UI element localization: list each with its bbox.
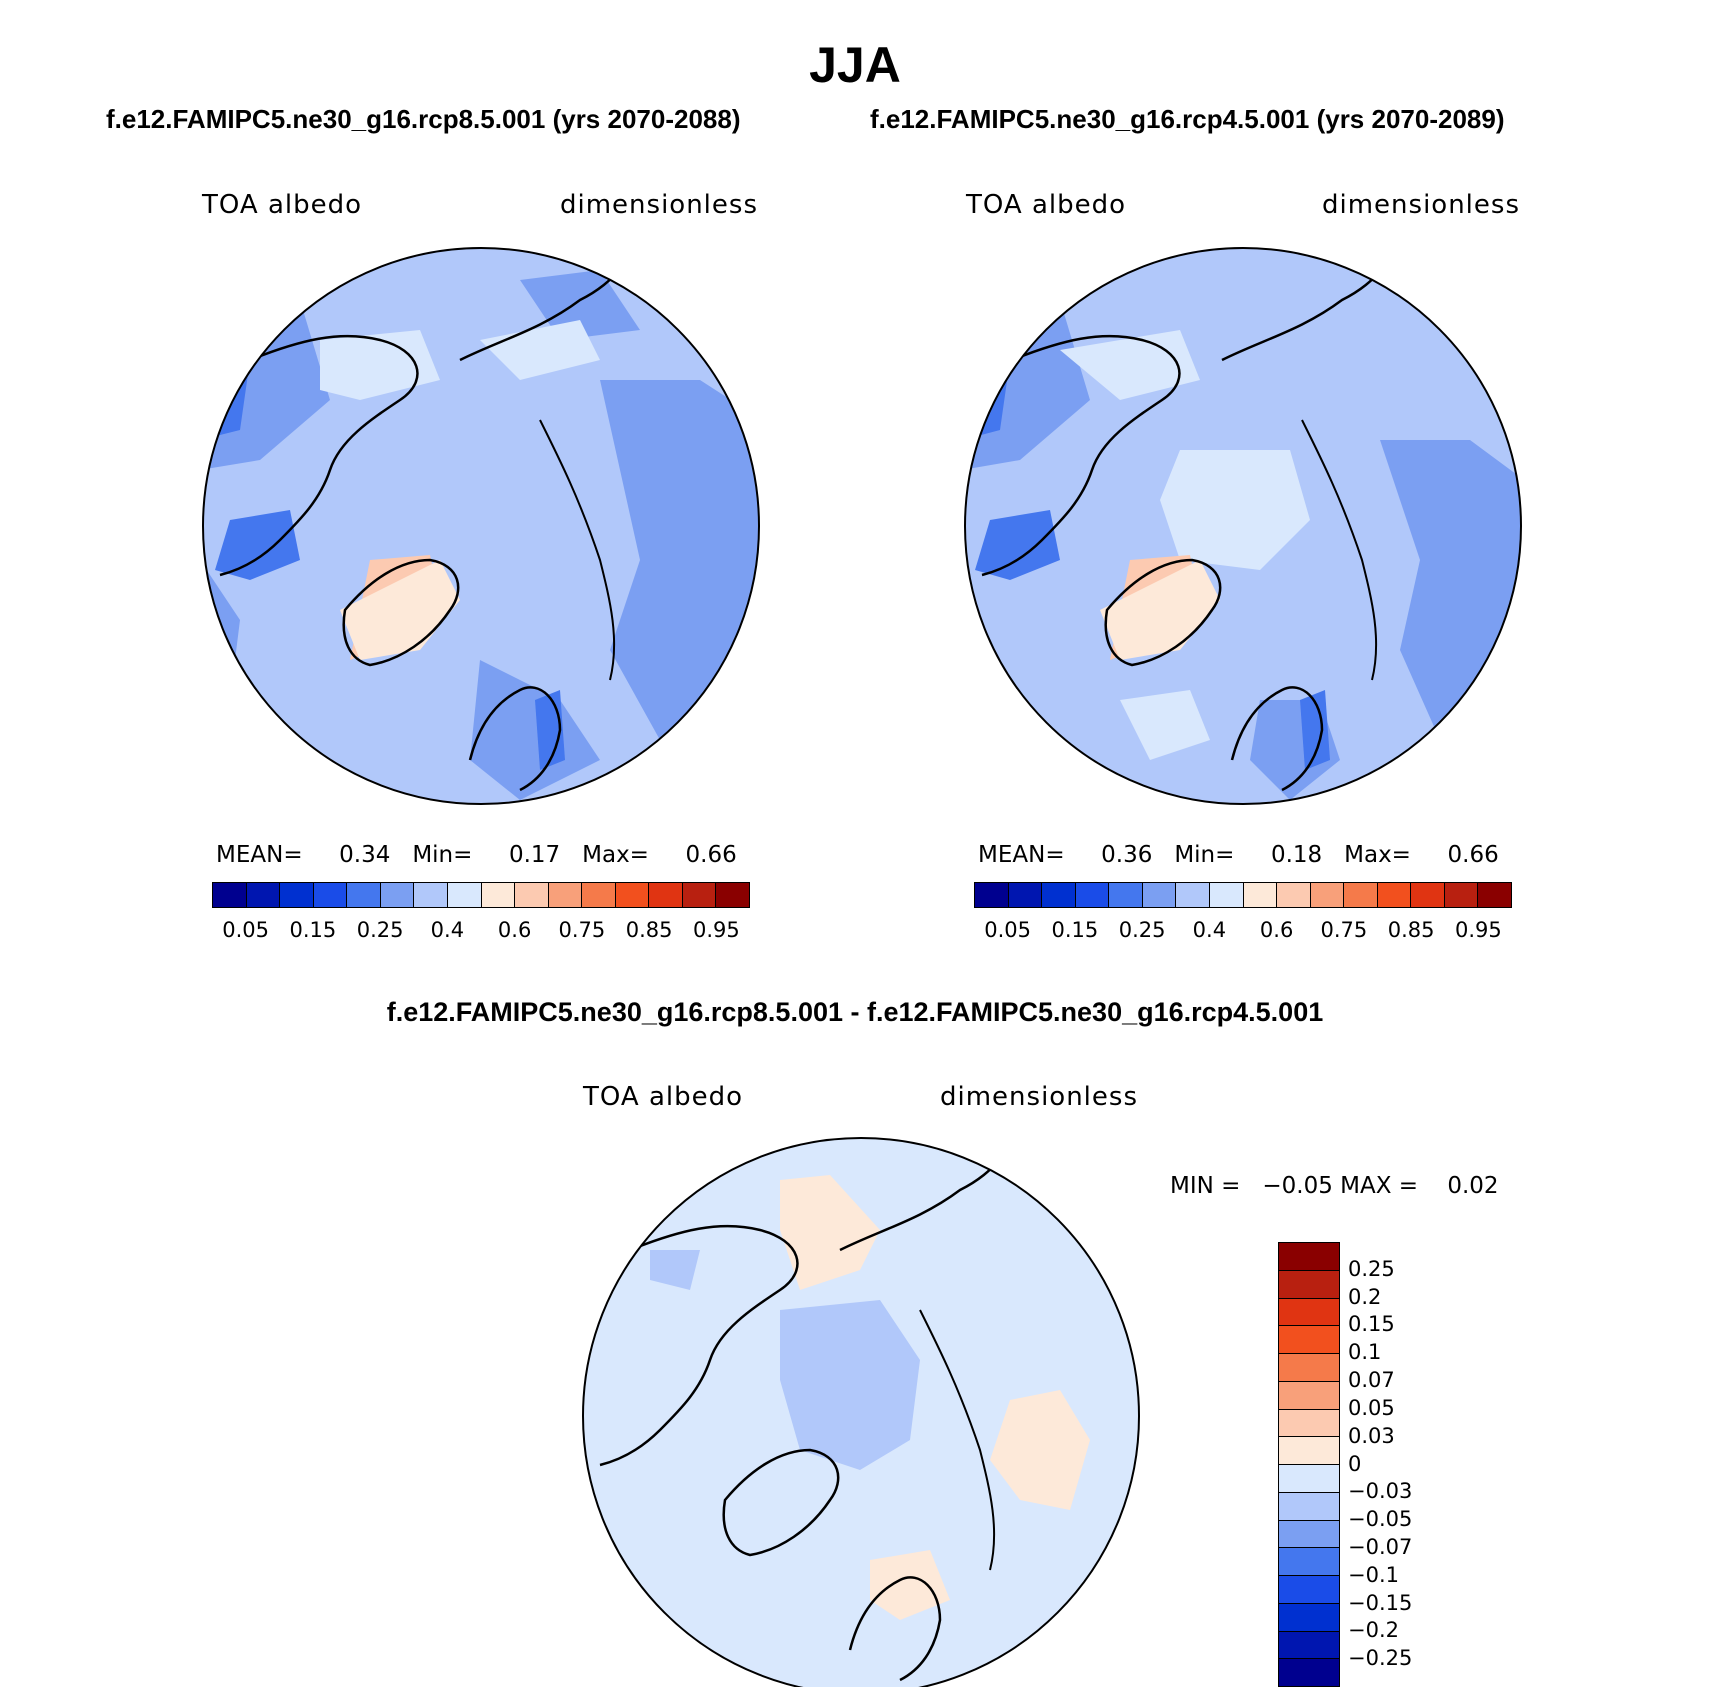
panel1-variable-label: TOA albedo <box>202 190 363 220</box>
colorbar-swatch <box>1279 1548 1339 1576</box>
colorbar-swatch <box>649 883 683 907</box>
colorbar-swatch <box>1075 883 1110 907</box>
colorbar-swatch <box>1344 883 1378 907</box>
colorbar-swatch <box>1042 883 1076 907</box>
colorbar-swatch <box>716 883 749 907</box>
panel2-stats: MEAN= 0.36 Min= 0.18 Max= 0.66 <box>978 842 1499 868</box>
colorbar-swatch <box>1279 1243 1339 1271</box>
colorbar-tick-label: −0.25 <box>1348 1646 1413 1671</box>
colorbar-tick-label: 0.25 <box>1118 918 1166 942</box>
colorbar-tick-label: −0.1 <box>1348 1562 1399 1587</box>
colorbar-swatch <box>1279 1409 1339 1438</box>
colorbar-swatch <box>1279 1631 1339 1660</box>
colorbar-swatch <box>280 883 314 907</box>
diff-title: f.e12.FAMIPC5.ne30_g16.rcp8.5.001 - f.e1… <box>386 997 1324 1027</box>
colorbar-tick-label: 0.05 <box>1348 1395 1395 1420</box>
colorbar-swatch <box>1279 1603 1339 1632</box>
colorbar-tick-label: 0.15 <box>1051 918 1099 942</box>
diff-units-label: dimensionless <box>940 1082 1138 1112</box>
diff-colorbar <box>1278 1242 1340 1687</box>
colorbar-swatch <box>1279 1659 1339 1686</box>
colorbar-swatch <box>548 883 583 907</box>
colorbar-swatch <box>515 883 549 907</box>
colorbar-swatch <box>1279 1437 1339 1465</box>
colorbar-swatch <box>1279 1270 1339 1299</box>
colorbar-swatch <box>1008 883 1043 907</box>
colorbar-swatch <box>313 883 348 907</box>
colorbar-tick-label: 0.4 <box>430 918 465 942</box>
colorbar-swatch <box>1142 883 1177 907</box>
colorbar-swatch <box>1377 883 1412 907</box>
colorbar-swatch <box>1243 883 1278 907</box>
colorbar-swatch <box>1176 883 1210 907</box>
colorbar-tick-label: 0.85 <box>625 918 673 942</box>
colorbar-swatch <box>246 883 281 907</box>
colorbar-tick-label: 0.6 <box>1259 918 1294 942</box>
colorbar-tick-label: 0.07 <box>1348 1368 1395 1393</box>
colorbar-swatch <box>1279 1520 1339 1549</box>
colorbar-swatch <box>1478 883 1511 907</box>
colorbar-tick-label: −0.05 <box>1348 1507 1413 1532</box>
colorbar-swatch <box>1279 1298 1339 1327</box>
colorbar-swatch <box>1279 1326 1339 1354</box>
colorbar-swatch <box>1277 883 1311 907</box>
colorbar-tick-label: 0.6 <box>497 918 532 942</box>
colorbar-swatch <box>1279 1465 1339 1493</box>
colorbar-tick-label: −0.03 <box>1348 1479 1413 1504</box>
colorbar-swatch <box>582 883 616 907</box>
panel1-stats: MEAN= 0.34 Min= 0.17 Max= 0.66 <box>216 842 737 868</box>
colorbar-swatch <box>1279 1576 1339 1604</box>
colorbar-tick-label: 0.05 <box>984 918 1031 942</box>
colorbar-tick-label: 0.2 <box>1348 1284 1382 1309</box>
colorbar-swatch <box>1279 1492 1339 1521</box>
colorbar-swatch <box>1310 883 1345 907</box>
colorbar-tick-label: 0.25 <box>356 918 404 942</box>
colorbar-tick-label: 0.95 <box>1454 918 1502 942</box>
colorbar-tick-label: 0.15 <box>289 918 337 942</box>
colorbar-tick-label: −0.2 <box>1348 1618 1399 1643</box>
colorbar-tick-label: 0.15 <box>1348 1312 1395 1337</box>
colorbar-tick-label: 0 <box>1348 1451 1362 1476</box>
case-title-left: f.e12.FAMIPC5.ne30_g16.rcp8.5.001 (yrs 2… <box>106 104 741 134</box>
colorbar-tick-label: 0.25 <box>1348 1256 1395 1281</box>
colorbar-swatch <box>213 883 247 907</box>
colorbar-swatch <box>414 883 448 907</box>
colorbar-swatch <box>1109 883 1143 907</box>
colorbar-swatch <box>975 883 1009 907</box>
panel2-units-label: dimensionless <box>1322 190 1520 220</box>
colorbar-swatch <box>481 883 516 907</box>
colorbar-swatch <box>1279 1381 1339 1410</box>
colorbar-swatch <box>380 883 415 907</box>
colorbar-tick-label: 0.1 <box>1348 1340 1382 1365</box>
colorbar-tick-label: 0.05 <box>222 918 269 942</box>
colorbar-tick-label: 0.85 <box>1387 918 1435 942</box>
panel2-variable-label: TOA albedo <box>966 190 1127 220</box>
colorbar-swatch <box>347 883 381 907</box>
colorbar-swatch <box>615 883 650 907</box>
panel1-units-label: dimensionless <box>560 190 758 220</box>
colorbar-tick-label: 0.4 <box>1192 918 1227 942</box>
colorbar-swatch <box>682 883 717 907</box>
colorbar-swatch <box>1279 1354 1339 1382</box>
colorbar-tick-label: 0.03 <box>1348 1423 1395 1448</box>
colorbar-tick-label: −0.15 <box>1348 1590 1413 1615</box>
colorbar-tick-label: −0.07 <box>1348 1534 1413 1559</box>
diff-variable-label: TOA albedo <box>583 1082 744 1112</box>
colorbar-swatch <box>447 883 482 907</box>
colorbar-tick-label: 0.75 <box>1320 918 1368 942</box>
colorbar-swatch <box>1411 883 1445 907</box>
panel2-colorbar <box>974 882 1512 908</box>
panel1-colorbar <box>212 882 750 908</box>
colorbar-swatch <box>1444 883 1479 907</box>
diff-stats: MIN = −0.05 MAX = 0.02 <box>1170 1173 1499 1199</box>
colorbar-tick-label: 0.95 <box>692 918 740 942</box>
colorbar-tick-label: 0.75 <box>558 918 606 942</box>
colorbar-swatch <box>1209 883 1244 907</box>
case-title-right: f.e12.FAMIPC5.ne30_g16.rcp4.5.001 (yrs 2… <box>870 104 1505 134</box>
figure-title: JJA <box>809 37 901 93</box>
